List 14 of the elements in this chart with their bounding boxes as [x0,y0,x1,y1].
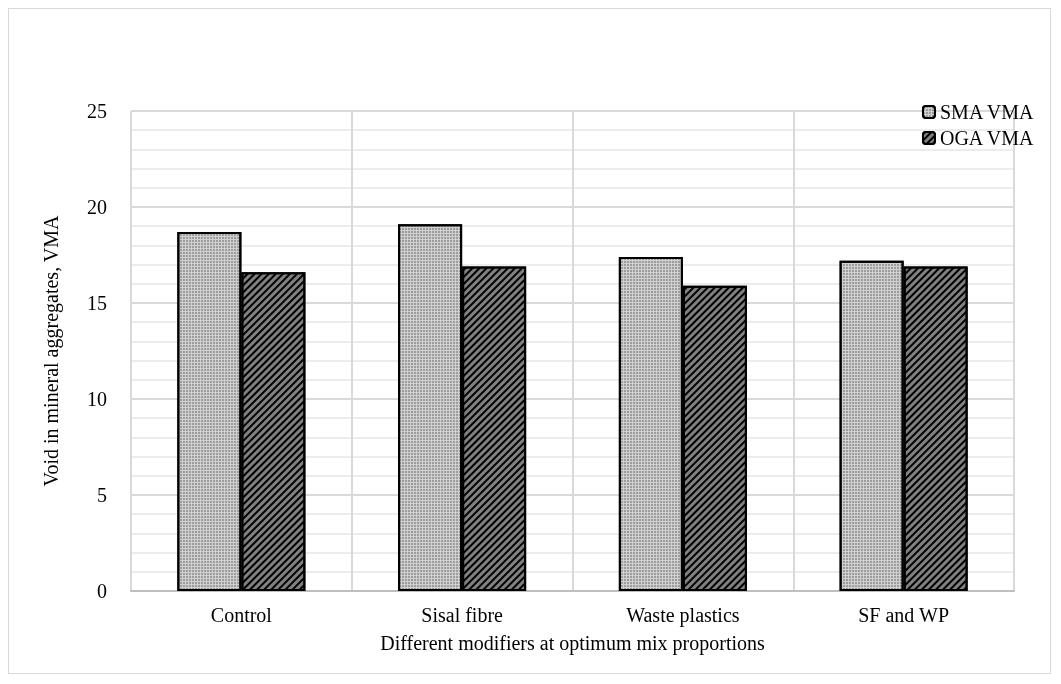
legend-label: SMA VMA [939,101,1035,123]
y-axis-title: Void in mineral aggregates, VMA [40,215,63,487]
x-axis-title: Different modifiers at optimum mix proportions [380,632,765,655]
y-tick-label: 25 [87,100,107,122]
x-tick-label: Sisal fibre [421,604,504,626]
legend-label: OGA VMA [939,127,1035,149]
x-tick-label: SF and WP [858,604,950,626]
y-tick-label: 20 [87,196,107,218]
y-tick-label: 10 [87,388,107,410]
y-tick-label: 15 [87,292,107,314]
y-tick-label: 5 [97,484,107,506]
y-tick-label: 0 [97,580,107,602]
x-tick-label: Control [210,604,273,626]
x-tick-label: Waste plastics [626,604,740,627]
